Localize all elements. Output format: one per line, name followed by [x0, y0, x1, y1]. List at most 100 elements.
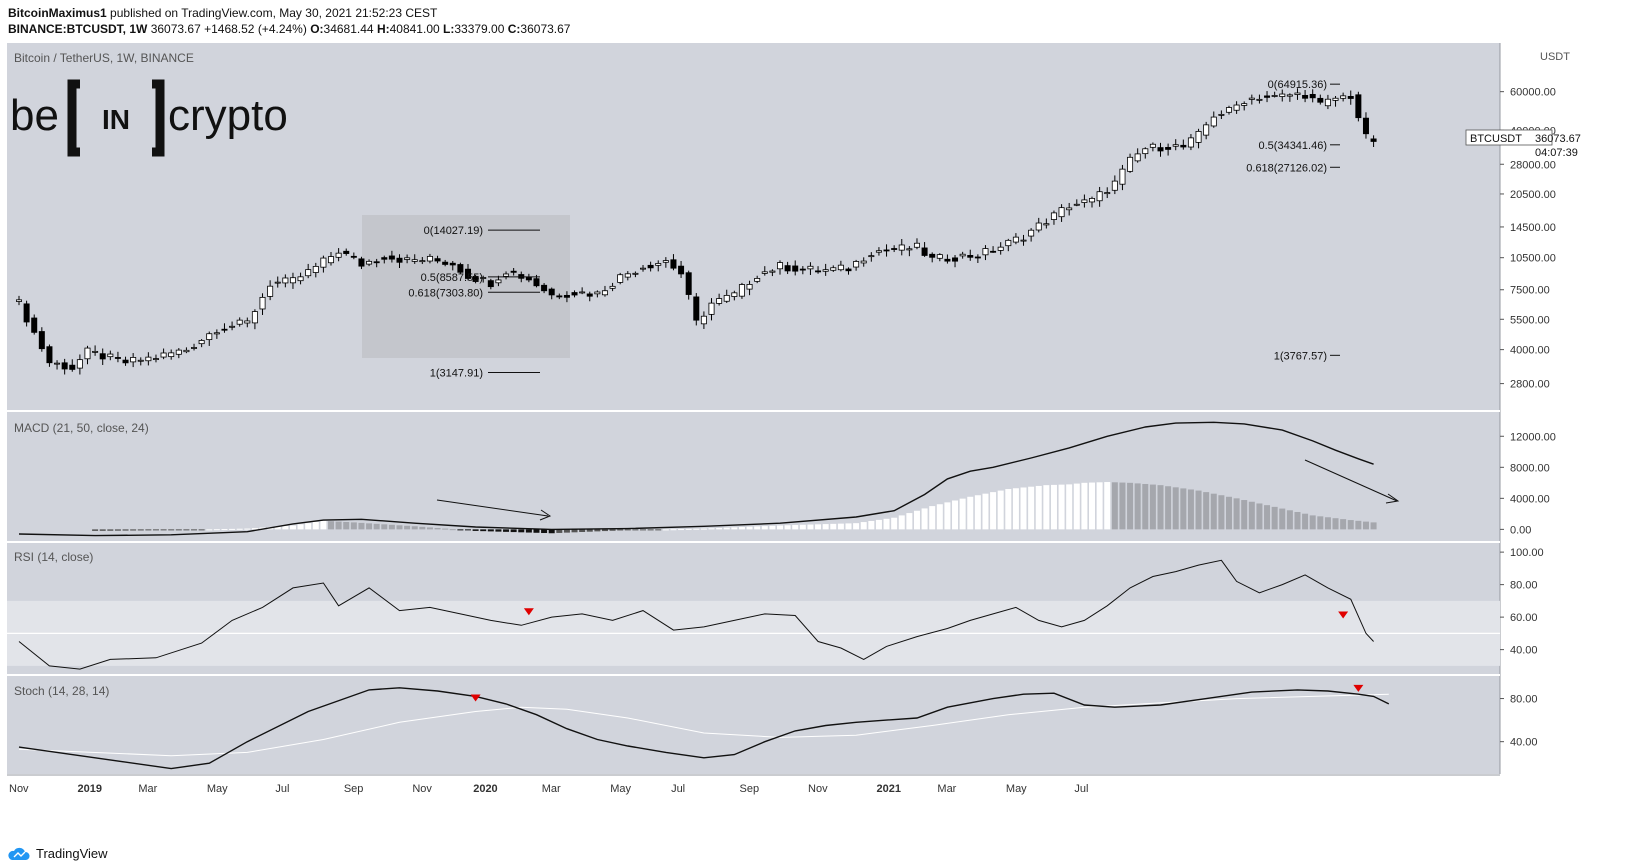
publication-info: BitcoinMaximus1 published on TradingView… — [8, 6, 437, 20]
candle-body — [952, 257, 959, 262]
macd-histogram-bar — [381, 524, 388, 530]
time-axis-label: Sep — [740, 783, 760, 795]
price-axis-ticks: 60000.0040000.0028000.0020500.0014500.00… — [1500, 87, 1556, 391]
candles — [15, 88, 1377, 375]
macd-histogram-bar — [1309, 515, 1316, 530]
macd-histogram-bar — [1180, 488, 1187, 530]
macd-histogram-bar — [632, 529, 639, 531]
candle-body — [464, 268, 471, 279]
candle-body — [533, 278, 540, 287]
macd-histogram-bar — [845, 523, 852, 530]
macd-arrow-2019 — [436, 499, 552, 521]
macd-histogram-bar — [130, 529, 137, 531]
macd-tick-label: 0.00 — [1510, 524, 1531, 536]
candle-body — [130, 357, 137, 363]
macd-histogram-bar — [1294, 511, 1301, 530]
rsi-tick-label: 80.00 — [1510, 580, 1538, 592]
macd-histogram-bar — [1324, 517, 1331, 530]
candle-body — [792, 265, 799, 272]
macd-histogram-bar — [282, 526, 289, 530]
macd-histogram-bar — [388, 524, 395, 530]
macd-histogram — [92, 482, 1377, 534]
candle-body — [1119, 168, 1126, 185]
macd-histogram-bar — [457, 529, 464, 531]
macd-histogram-bar — [1370, 522, 1377, 530]
chart-canvas[interactable]: Bitcoin / TetherUS, 1W, BINANCE be IN cr… — [0, 42, 1627, 842]
candle-body — [761, 271, 768, 274]
candle-body — [107, 353, 114, 358]
candle-body — [510, 270, 517, 273]
candle-body — [282, 277, 289, 284]
candle-body — [1020, 239, 1027, 242]
candle-body — [244, 320, 251, 324]
candle-body — [1187, 137, 1194, 148]
macd-histogram-bar — [670, 529, 677, 531]
macd-histogram-bar — [678, 529, 685, 531]
candle-body — [84, 347, 91, 360]
price-tick-label: 4000.00 — [1510, 345, 1550, 357]
candle-body — [1149, 143, 1156, 148]
macd-histogram-bar — [609, 529, 616, 531]
macd-histogram-bar — [837, 523, 844, 530]
macd-histogram-bar — [906, 513, 913, 530]
candle-body — [434, 258, 441, 262]
candle-body — [1324, 98, 1331, 107]
macd-histogram-bar — [761, 526, 768, 530]
macd-tick-label: 8000.00 — [1510, 462, 1550, 474]
candle-body — [640, 267, 647, 270]
stoch-title: Stoch (14, 28, 14) — [14, 684, 109, 698]
time-axis-label: Mar — [542, 783, 561, 795]
candle-body — [541, 284, 548, 292]
macd-histogram-bar — [480, 529, 487, 532]
macd-histogram-bar — [716, 527, 723, 530]
time-axis-label: Nov — [412, 783, 432, 795]
macd-histogram-bar — [700, 528, 707, 530]
time-axis-label: May — [1006, 783, 1027, 795]
macd-histogram-bar — [396, 525, 403, 530]
macd-histogram-bar — [1142, 483, 1149, 530]
stoch-d-line — [18, 693, 1389, 757]
consolidation-box — [362, 215, 570, 358]
macd-histogram-bar — [495, 529, 502, 532]
last-price: 36073.67 — [150, 22, 201, 36]
macd-tick-label: 4000.00 — [1510, 493, 1550, 505]
macd-histogram-bar — [1332, 518, 1339, 530]
macd-histogram-bar — [541, 529, 548, 534]
candle-body — [556, 295, 563, 298]
macd-histogram-bar — [472, 529, 479, 531]
candle-body — [472, 275, 479, 282]
candle-body — [23, 303, 30, 323]
macd-histogram-bar — [168, 529, 175, 531]
candle-body — [297, 276, 304, 282]
macd-histogram-bar — [274, 526, 281, 530]
candle-body — [213, 332, 220, 335]
macd-histogram-bar — [518, 529, 525, 533]
current-price-tag[interactable]: BTCUSDT 36073.67 04:07:39 — [1465, 129, 1581, 159]
stoch-bearish-marker — [470, 694, 481, 702]
fib-label: 0.618(7303.80) — [408, 287, 483, 299]
price-tick-label: 60000.00 — [1510, 87, 1556, 99]
candle-body — [1043, 223, 1050, 226]
macd-histogram-bar — [251, 528, 258, 530]
candle-body — [525, 276, 532, 281]
footer-brand[interactable]: TradingView — [8, 846, 108, 861]
candle-body — [1104, 192, 1111, 195]
candle-body — [921, 247, 928, 256]
candle-body — [1050, 212, 1057, 220]
macd-histogram-bar — [358, 522, 365, 530]
candle-body — [350, 255, 357, 258]
macd-histogram-bar — [860, 522, 867, 530]
candle-body — [723, 294, 730, 302]
candle-body — [99, 353, 106, 360]
macd-histogram-bar — [1096, 482, 1103, 530]
time-axis-label: Jul — [275, 783, 289, 795]
author-name[interactable]: BitcoinMaximus1 — [8, 6, 107, 20]
candle-body — [1142, 148, 1149, 155]
candle-body — [1264, 95, 1271, 98]
candle-body — [1210, 116, 1217, 127]
candle-body — [1347, 96, 1354, 99]
macd-histogram-bar — [974, 495, 981, 530]
macd-histogram-bar — [1279, 508, 1286, 530]
fib-label: 0.5(34341.46) — [1259, 140, 1328, 152]
rsi-title: RSI (14, close) — [14, 550, 93, 564]
